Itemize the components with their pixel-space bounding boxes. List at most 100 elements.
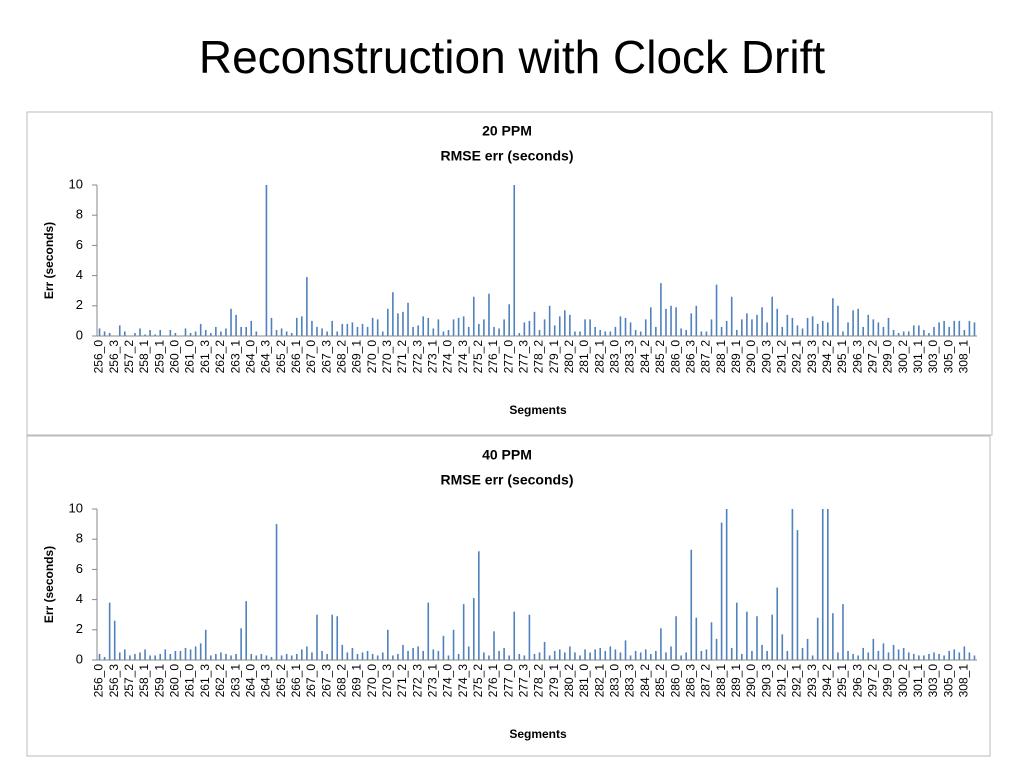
bar: [392, 292, 394, 336]
bar: [265, 655, 268, 660]
bar: [311, 652, 313, 660]
bar: [569, 314, 571, 336]
y-axis-label: Err (seconds): [42, 546, 56, 623]
bar: [730, 647, 733, 660]
bar: [341, 644, 344, 660]
bar: [614, 326, 617, 336]
bar: [275, 329, 278, 336]
bar: [746, 313, 748, 336]
x-tick-label: 290_0: [744, 340, 758, 374]
bar: [811, 316, 814, 336]
bar: [472, 598, 475, 660]
bar: [553, 650, 556, 660]
bar: [756, 616, 758, 660]
x-tick-label: 303_0: [926, 664, 940, 698]
bar: [204, 329, 207, 336]
x-tick-label: 296_3: [850, 340, 864, 374]
bar: [584, 649, 586, 660]
bar: [235, 653, 237, 660]
x-tick-label: 283_3: [623, 340, 637, 374]
x-tick-label: 279_1: [547, 340, 561, 374]
bar: [634, 329, 637, 336]
chart-subtitle: RMSE err (seconds): [440, 472, 573, 488]
bar: [599, 647, 602, 660]
bar: [902, 647, 905, 660]
bar: [948, 326, 950, 336]
bar: [867, 314, 870, 336]
bar: [660, 628, 662, 660]
bar: [306, 646, 308, 660]
bar: [346, 652, 349, 660]
y-tick-label: 8: [76, 207, 83, 222]
x-tick-label: 279_1: [547, 664, 561, 698]
bar: [331, 614, 333, 660]
bar: [457, 653, 460, 660]
bar: [285, 653, 288, 660]
bar: [907, 331, 910, 336]
bar: [184, 328, 187, 336]
bar: [639, 652, 642, 660]
bar: [938, 653, 940, 660]
x-tick-label: 274_0: [441, 664, 455, 698]
bar: [103, 656, 106, 660]
bar: [225, 328, 227, 336]
x-tick-label: 274_0: [441, 340, 455, 374]
bar: [508, 655, 510, 660]
bar: [523, 322, 526, 336]
bar: [108, 332, 111, 336]
bar: [619, 652, 622, 660]
x-tick-label: 274_3: [456, 340, 470, 374]
x-tick-label: 268_2: [334, 340, 348, 374]
chart-frame: [26, 111, 993, 436]
bar: [594, 326, 596, 336]
bar: [301, 649, 303, 660]
bar: [245, 601, 247, 660]
bar: [452, 629, 455, 660]
bar: [488, 655, 490, 660]
x-tick-label: 299_0: [881, 664, 895, 698]
x-tick-label: 284_2: [638, 340, 652, 374]
bar: [968, 652, 971, 660]
bar: [432, 328, 435, 336]
bar: [442, 635, 445, 660]
bar: [897, 649, 900, 660]
bar: [806, 317, 809, 336]
x-tick-label: 301_1: [911, 664, 925, 698]
x-tick-label: 281_0: [577, 340, 591, 374]
bar: [108, 602, 111, 660]
x-tick-label: 286_3: [683, 340, 697, 374]
bar: [513, 185, 516, 336]
bar: [376, 319, 379, 336]
bar: [735, 329, 738, 336]
bar: [508, 304, 510, 336]
bar: [842, 604, 844, 660]
bar: [240, 628, 242, 660]
bar: [422, 650, 425, 660]
bar: [933, 326, 935, 336]
x-tick-label: 261_3: [198, 340, 212, 374]
bar: [619, 316, 622, 336]
bar: [432, 649, 435, 660]
bar: [204, 629, 207, 660]
bar: [346, 323, 349, 336]
x-tick-label: 264_0: [243, 664, 257, 698]
x-tick-label: 256_0: [92, 664, 106, 698]
bar: [194, 331, 197, 336]
bar: [852, 653, 854, 660]
bar: [847, 650, 849, 660]
bar: [872, 319, 875, 336]
bar: [579, 331, 581, 336]
bar: [306, 277, 308, 336]
bar: [953, 649, 956, 660]
x-tick-label: 256_0: [92, 340, 106, 374]
bar: [417, 646, 419, 660]
x-tick-label: 275_2: [471, 340, 485, 374]
x-tick-label: 270_3: [380, 664, 394, 698]
bar: [710, 319, 713, 336]
x-tick-label: 273_1: [425, 664, 439, 698]
bar: [538, 652, 541, 660]
y-tick-label: 0: [76, 651, 83, 666]
bar: [771, 296, 773, 336]
bar: [776, 308, 779, 336]
